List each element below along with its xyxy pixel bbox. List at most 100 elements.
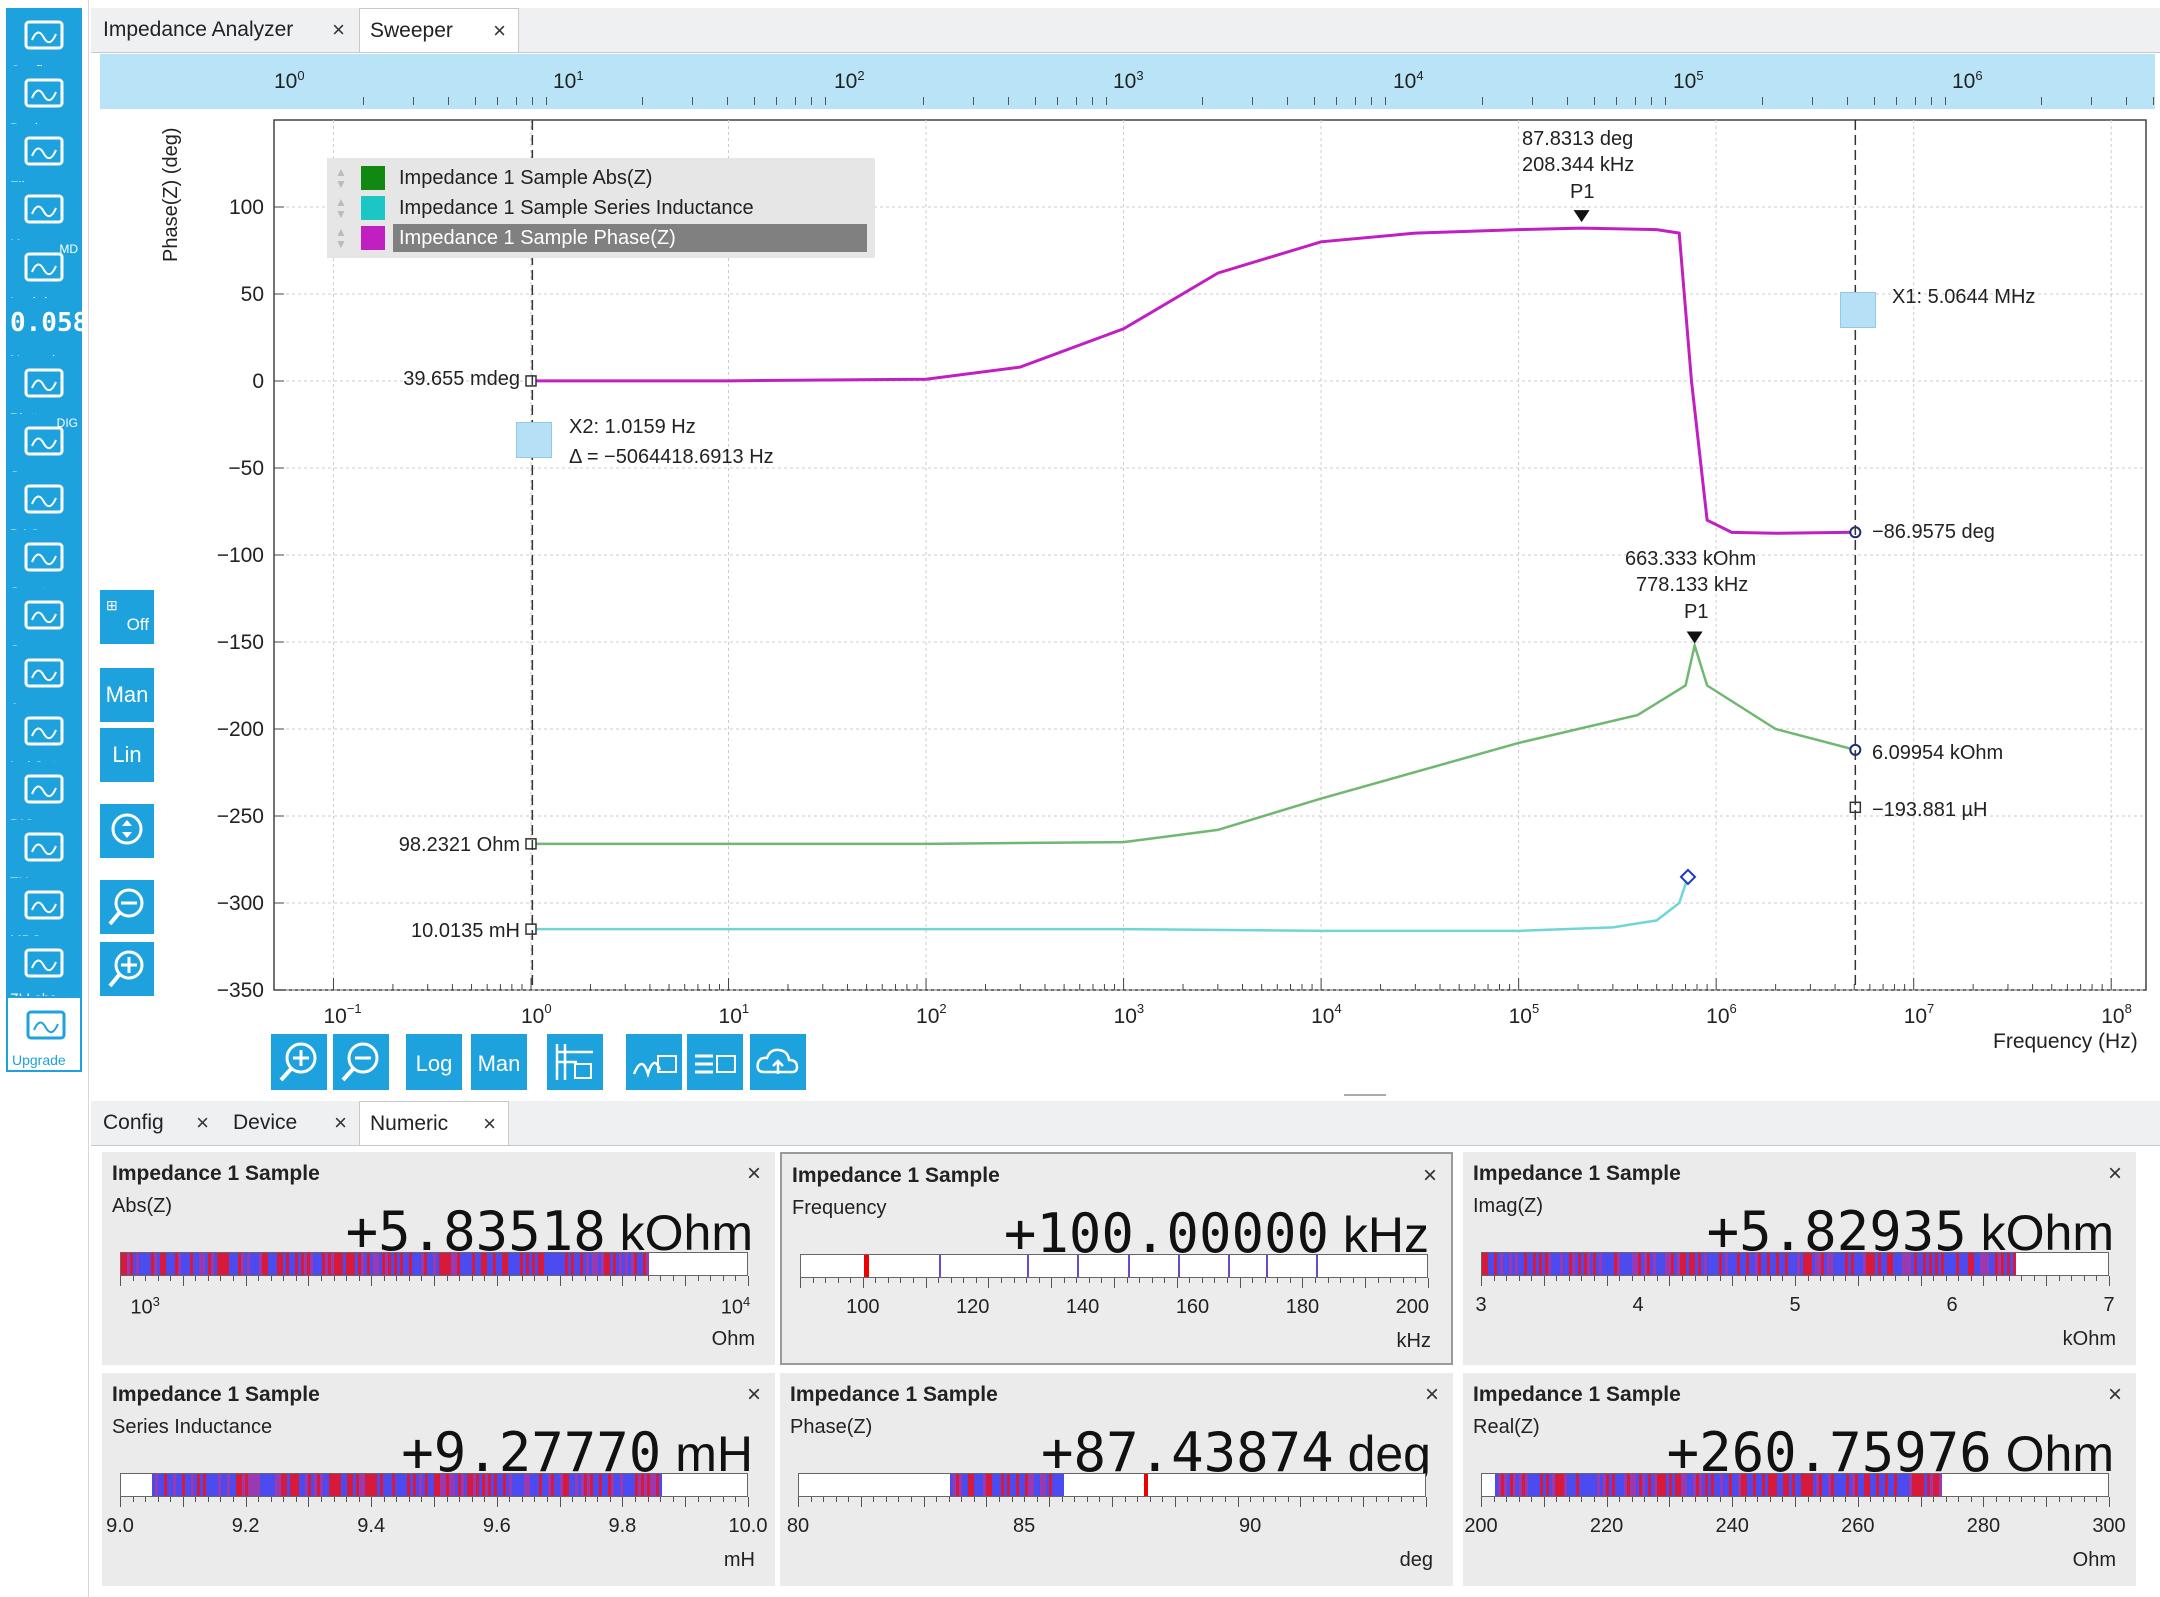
close-icon[interactable]: × xyxy=(2107,1381,2122,1408)
drag-handle-icon[interactable]: ▲ ▼ xyxy=(335,165,347,191)
top-axis-minor-tick xyxy=(1056,97,1058,105)
legend-swatch xyxy=(361,166,385,190)
sweeper-plot[interactable]: 10−1 100 101 102 103 104 105 106 107 108100500−50… xyxy=(88,105,2160,1100)
top-axis-tick-label: 103 xyxy=(1113,68,1144,93)
zoom-fit-y-button[interactable] xyxy=(100,804,154,858)
panel-title: Impedance 1 Sample xyxy=(112,1383,320,1406)
sidebar-item-upgrade[interactable]: Upgrade xyxy=(6,996,82,1072)
impedance-icon xyxy=(16,188,72,234)
x-tick-label: 107 xyxy=(1904,1001,1935,1028)
tick-exponent: 3 xyxy=(1136,68,1144,83)
scale-unit: deg xyxy=(1399,1549,1433,1571)
p1-abs-value: 663.333 kOhm xyxy=(1625,548,1757,570)
cursor-grid-icon xyxy=(555,1044,593,1080)
scale-ticks xyxy=(120,1497,749,1509)
daq-icon xyxy=(16,478,72,524)
left-abs-readout: 98.2321 Ohm xyxy=(398,834,520,856)
inout-icon xyxy=(16,710,72,756)
tab-config[interactable]: Config × xyxy=(93,1101,221,1145)
x-tick-label: 103 xyxy=(1114,1001,1145,1028)
scale-ticks xyxy=(798,1497,1427,1509)
numeric-panel[interactable]: Impedance 1 Sample Series Inductance × +9.2… xyxy=(102,1373,775,1586)
close-icon[interactable]: × xyxy=(493,18,506,43)
y-tick-label: 50 xyxy=(241,283,264,306)
plot-axes: 10−1 100 101 102 103 104 105 106 107 108100500−50… xyxy=(217,120,2132,1028)
top-axis-minor-tick xyxy=(1566,97,1568,105)
cursor-mode-button[interactable] xyxy=(547,1034,603,1090)
tab-device[interactable]: Device × xyxy=(223,1101,359,1145)
upgrade-icon xyxy=(18,1004,74,1050)
tab-numeric[interactable]: Numeric × xyxy=(359,1101,509,1145)
numeric-panel[interactable]: Impedance 1 Sample Real(Z) × +260.75976 Ohm… xyxy=(1463,1373,2136,1586)
panel-signal: Phase(Z) xyxy=(790,1416,873,1438)
p1-abs-freq: 778.133 kHz xyxy=(1636,574,1749,596)
legend-item[interactable]: ▲ ▼ Impedance 1 Sample Phase(Z) xyxy=(327,224,875,252)
tu-icon xyxy=(16,826,72,872)
top-axis-minor-tick xyxy=(753,97,755,105)
tab-label: Sweeper xyxy=(370,19,453,42)
numeric-panel[interactable]: Impedance 1 Sample Imag(Z) × +5.82935 kOhm 3… xyxy=(1463,1152,2136,1365)
zoom-in-x-button[interactable] xyxy=(271,1034,327,1090)
tab-sweeper[interactable]: Sweeper × xyxy=(359,8,519,52)
y-tick-label: −350 xyxy=(217,979,264,1002)
x-tick-label: 10−1 xyxy=(323,1001,361,1028)
cloud-upload-button[interactable] xyxy=(750,1034,806,1090)
numeric-panel[interactable]: Impedance 1 Sample Frequency × +100.00000 k… xyxy=(780,1152,1453,1365)
sweeper-icon xyxy=(16,594,72,640)
x-tick-exponent: 3 xyxy=(1137,1001,1144,1016)
top-axis-minor-tick xyxy=(1251,97,1253,105)
zoom-in-y-button[interactable] xyxy=(100,942,154,996)
legend-item[interactable]: ▲ ▼ Impedance 1 Sample Series Inductance xyxy=(327,194,875,222)
scale-tick-label: 200 xyxy=(1464,1515,1498,1537)
scale-tick-label: 104 xyxy=(720,1294,751,1319)
right-abs-readout: 6.09954 kOhm xyxy=(1872,742,2004,764)
close-icon[interactable]: × xyxy=(332,17,345,42)
x-tick-label: 106 xyxy=(1706,1001,1737,1028)
scale-tick-label: 10.0 xyxy=(728,1515,768,1537)
top-range-axis[interactable]: 100 101 102 103 104 105 106 xyxy=(100,54,2155,109)
x-scale-man-button[interactable]: Man xyxy=(471,1034,527,1090)
zoom-out-y-button[interactable] xyxy=(100,880,154,934)
x-scale-log-button[interactable]: Log xyxy=(406,1034,462,1090)
top-axis-minor-tick xyxy=(1202,97,1204,105)
panel-title: Impedance 1 Sample xyxy=(112,1162,320,1185)
drag-handle-icon[interactable]: ▲ ▼ xyxy=(335,225,347,251)
sidebar-item-label: Upgrade xyxy=(12,1052,66,1068)
numeric-panel[interactable]: Impedance 1 Sample Abs(Z) × +5.83518 kOhm 10… xyxy=(102,1152,775,1365)
scale-tick-label: 4 xyxy=(1632,1294,1644,1316)
value-histogram-bar xyxy=(1481,1473,2109,1497)
value-histogram-bar xyxy=(120,1252,748,1276)
tab-impedance-analyzer[interactable]: Impedance Analyzer × xyxy=(93,8,357,52)
close-icon[interactable]: × xyxy=(746,1381,761,1408)
scale-tick-label: 9.0 xyxy=(106,1515,134,1537)
cursor-x2-handle[interactable] xyxy=(516,422,552,458)
panel-title: Impedance 1 Sample xyxy=(1473,1162,1681,1185)
close-icon[interactable]: × xyxy=(746,1160,761,1187)
x-tick-label: 102 xyxy=(916,1001,947,1028)
close-icon[interactable]: × xyxy=(334,1110,347,1135)
close-icon[interactable]: × xyxy=(483,1111,496,1136)
save-data-button[interactable] xyxy=(687,1034,743,1090)
cursor-x1-handle[interactable] xyxy=(1840,292,1876,328)
panel-splitter[interactable] xyxy=(1344,1094,1386,1096)
numeric-panel[interactable]: Impedance 1 Sample Phase(Z) × +87.43874 deg… xyxy=(780,1373,1453,1586)
top-axis-minor-tick xyxy=(2152,97,2154,105)
legend-swatch xyxy=(361,226,385,250)
cloud-upload-icon xyxy=(756,1048,799,1074)
close-icon[interactable]: × xyxy=(1424,1381,1439,1408)
y-scale-lin-button[interactable]: Lin xyxy=(100,728,154,782)
p1-phase-label: P1 xyxy=(1570,181,1595,203)
save-plot-button[interactable] xyxy=(626,1034,682,1090)
scale-unit: Ohm xyxy=(711,1328,755,1350)
y-scale-man-button[interactable]: Man xyxy=(100,668,154,722)
close-icon[interactable]: × xyxy=(1422,1162,1437,1189)
close-icon[interactable]: × xyxy=(2107,1160,2122,1187)
cursor-off-button[interactable]: ⊞ Off xyxy=(100,590,154,644)
value-unit: Ohm xyxy=(2005,1426,2114,1482)
close-icon[interactable]: × xyxy=(196,1110,209,1135)
left-phase-readout: 39.655 mdeg xyxy=(403,368,520,390)
drag-handle-icon[interactable]: ▲ ▼ xyxy=(335,195,347,221)
top-axis-minor-tick xyxy=(2041,97,2043,105)
zoom-out-x-button[interactable] xyxy=(333,1034,389,1090)
legend-item[interactable]: ▲ ▼ Impedance 1 Sample Abs(Z) xyxy=(327,164,875,192)
